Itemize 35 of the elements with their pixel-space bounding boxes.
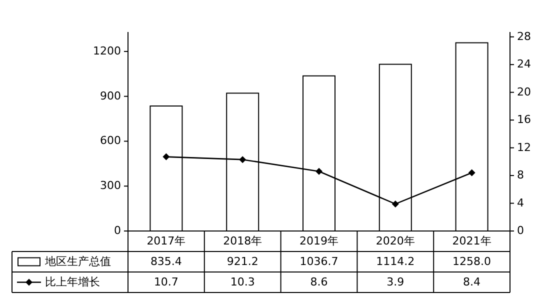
data-label: 1114.2 <box>376 254 415 268</box>
y-tick-label: 1200 <box>93 44 121 58</box>
y-tick-label: 600 <box>100 134 121 148</box>
x-tick-label: 2017年 <box>146 234 186 248</box>
data-label: 1258.0 <box>452 254 492 268</box>
y-tick-label: 900 <box>100 89 121 102</box>
data-label: 8.4 <box>463 275 481 288</box>
y2-tick-label: 4 <box>517 196 524 210</box>
point <box>468 169 476 176</box>
x-tick-label: 2021年 <box>452 234 492 248</box>
point <box>316 168 322 175</box>
y-tick-label: 0 <box>114 224 121 238</box>
y2-tick-label: 12 <box>517 140 531 154</box>
data-label: 10.7 <box>154 275 178 288</box>
data-label: 1036.7 <box>300 254 338 268</box>
legend-label: 地区生产总值 <box>44 254 111 268</box>
x-tick-label: 2019年 <box>300 234 338 248</box>
point <box>162 153 170 160</box>
point <box>239 156 246 164</box>
y2-tick-label: 16 <box>517 113 531 126</box>
y-tick-label: 300 <box>100 179 121 192</box>
y2-tick-label: 20 <box>517 85 531 98</box>
legend-label: 比上年增长 <box>45 275 100 288</box>
y2-tick-label: 24 <box>517 58 531 71</box>
data-label: 3.9 <box>386 275 404 288</box>
x-tick-label: 2020年 <box>376 234 415 248</box>
point <box>392 200 399 208</box>
data-label: 921.2 <box>226 254 258 268</box>
data-label: 8.6 <box>310 275 328 288</box>
x-tick-label: 2018年 <box>223 234 262 248</box>
y2-tick-label: 8 <box>517 168 524 182</box>
y2-tick-label: 28 <box>517 30 531 43</box>
y2-tick-label: 0 <box>517 224 524 238</box>
data-label: 835.4 <box>150 254 182 268</box>
data-label: 10.3 <box>230 275 255 288</box>
